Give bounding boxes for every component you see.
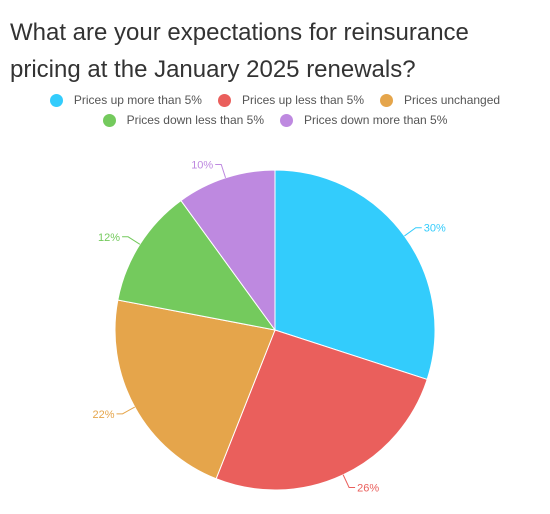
leader-line-up-more [404,227,422,237]
legend-label-down-more: Prices down more than 5% [304,113,448,127]
legend-swatch-up-less [217,93,231,107]
legend-label-up-more: Prices up more than 5% [73,93,202,107]
leader-line-down-less [122,236,141,245]
data-label-unchanged: 22% [92,409,114,421]
pie-slice-up-more[interactable] [274,169,436,381]
legend-row-2: Prices down less than 5% Prices down mor… [0,113,550,127]
data-label-up-less: 26% [357,482,379,494]
legend-swatch-unchanged [380,93,394,107]
legend-item-unchanged[interactable]: Prices unchanged [380,93,500,107]
legend-swatch-down-less [102,113,116,127]
legend-label-unchanged: Prices unchanged [404,93,501,107]
leader-line-unchanged [116,406,136,415]
legend-row-1: Prices up more than 5% Prices up less th… [0,93,550,107]
legend-item-up-less[interactable]: Prices up less than 5% [217,93,365,107]
legend-item-down-more[interactable]: Prices down more than 5% [280,113,447,127]
pie-slice-up-less[interactable] [215,329,428,491]
leader-line-down-more [215,164,227,178]
legend-swatch-down-more [280,113,293,127]
legend-item-down-less[interactable]: Prices down less than 5% [102,113,264,127]
data-label-down-more: 10% [191,160,213,172]
data-label-down-less: 12% [98,232,120,244]
data-label-up-more: 30% [424,223,446,235]
legend-label-down-less: Prices down less than 5% [126,113,264,127]
chart-title: What are your expectations for reinsuran… [10,19,469,83]
legend-item-up-more[interactable]: Prices up more than 5% [49,93,202,107]
legend-swatch-up-more [49,93,63,107]
legend-label-up-less: Prices up less than 5% [241,93,365,107]
pie-slice-unchanged[interactable] [114,299,276,480]
leader-line-up-less [342,474,356,488]
